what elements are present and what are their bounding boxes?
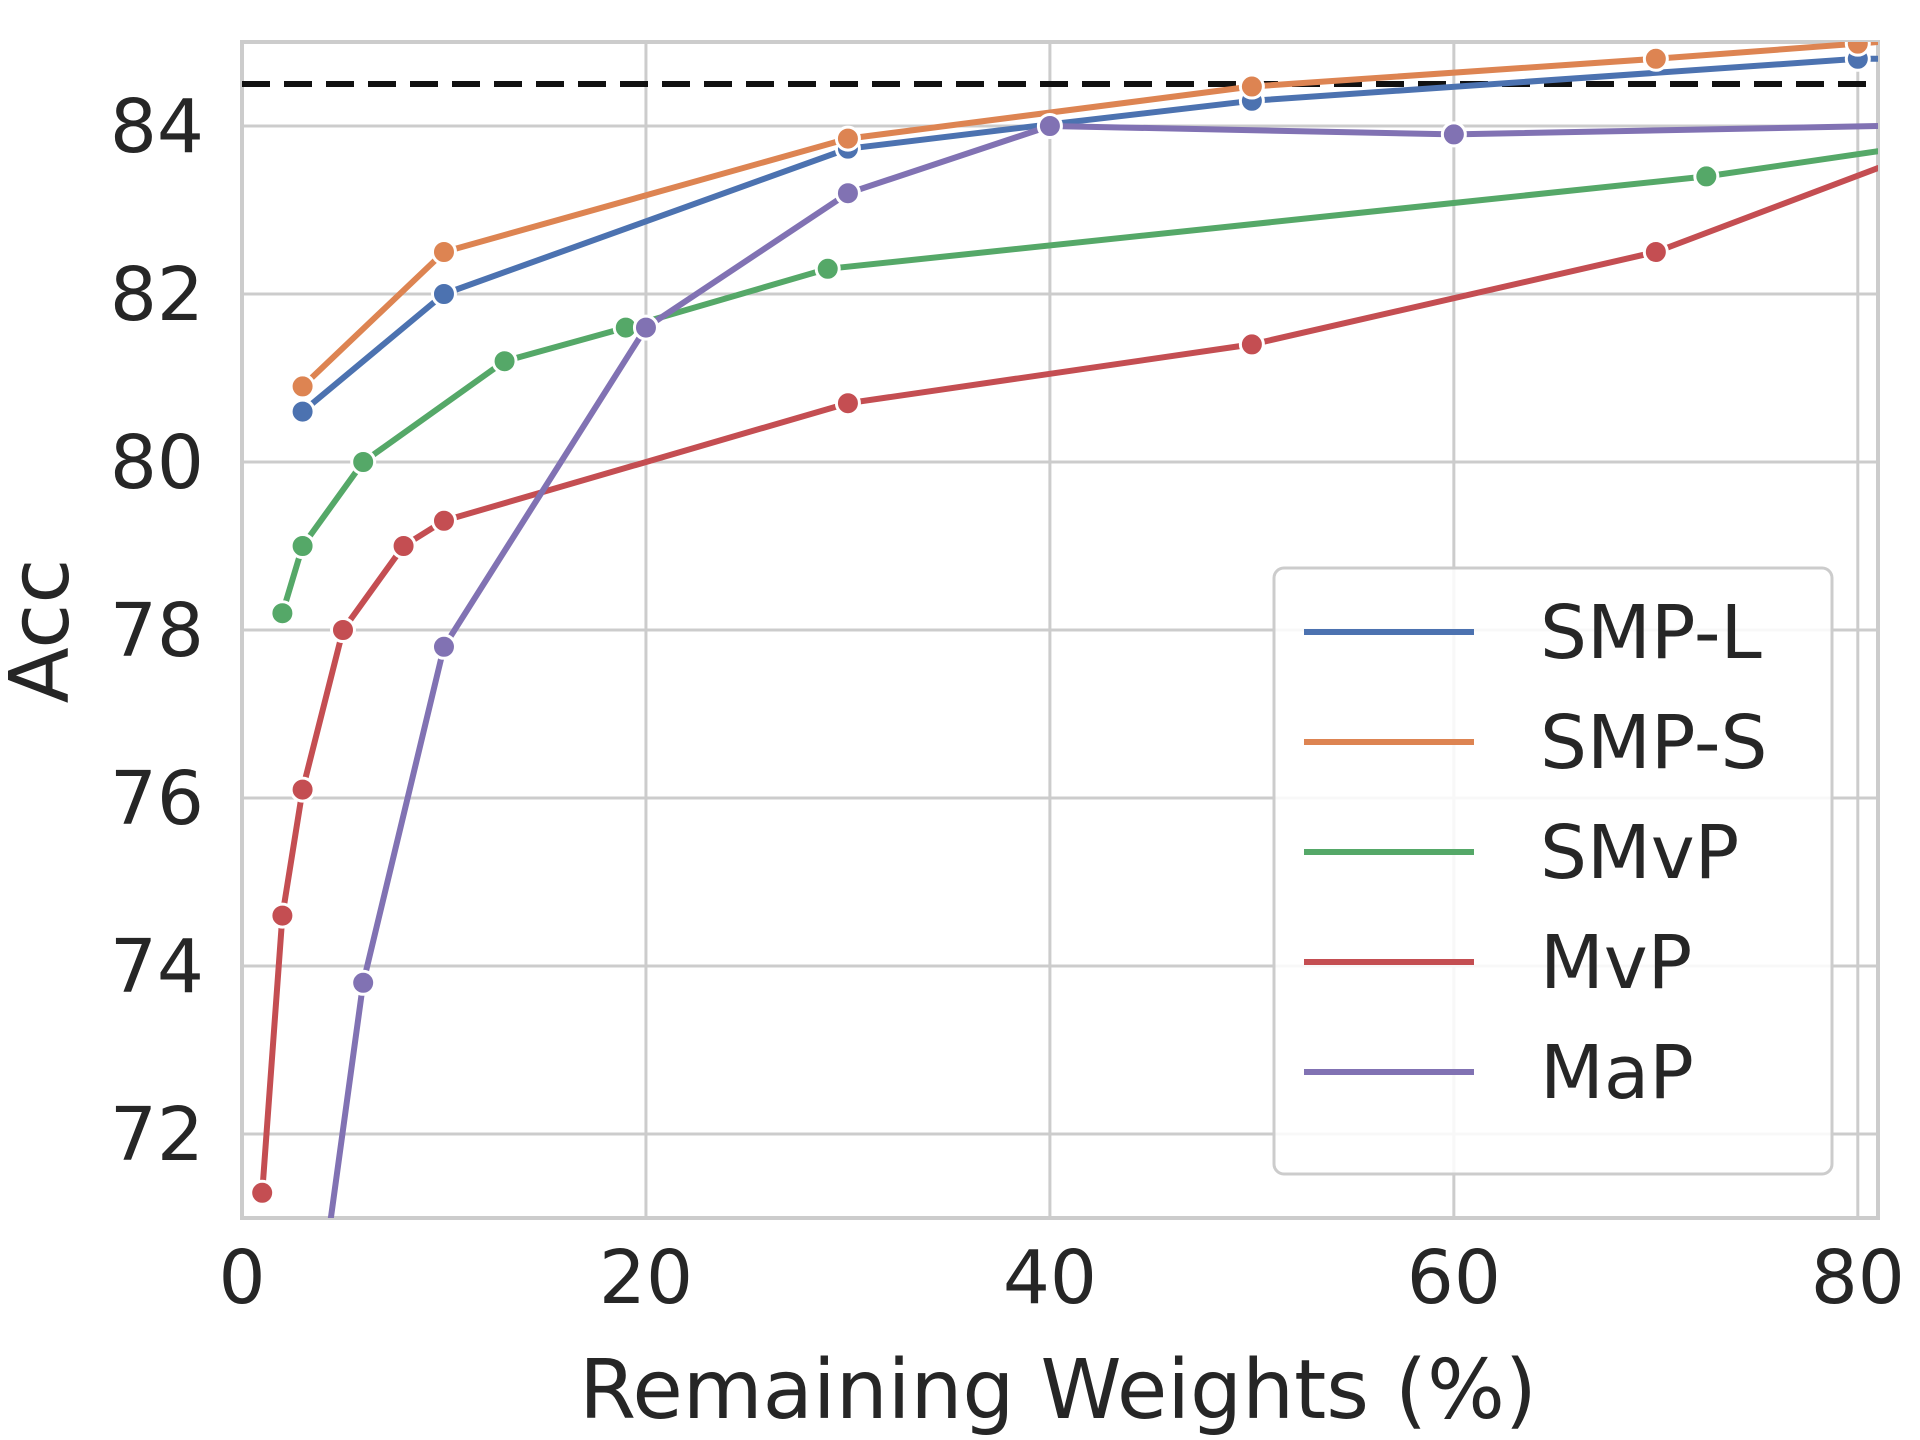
x-tick-label: 40 [1003, 1235, 1097, 1321]
y-axis-label: Acc [0, 559, 88, 704]
legend-label: SMP-S [1540, 700, 1768, 786]
series-smp-s [289, 42, 1878, 400]
series-line [279, 148, 1878, 617]
data-point [834, 125, 861, 152]
data-point [350, 449, 377, 475]
data-point [1238, 331, 1265, 358]
series-line [327, 123, 1878, 1218]
data-point [249, 1179, 276, 1206]
series-smvp [269, 148, 1878, 627]
legend-label: SMvP [1540, 810, 1739, 896]
data-point [834, 180, 861, 207]
y-tick-label: 74 [110, 924, 204, 1010]
data-point [1844, 42, 1871, 57]
grid [240, 42, 1878, 1218]
data-point [430, 507, 457, 534]
data-point [1440, 121, 1467, 148]
x-tick-label: 60 [1407, 1235, 1501, 1321]
series-group [249, 42, 1878, 1218]
data-point [430, 633, 457, 660]
data-point [269, 600, 296, 627]
data-point [1036, 113, 1063, 139]
data-point [350, 969, 377, 996]
plot-frame [240, 40, 1880, 1220]
data-point [269, 902, 296, 929]
data-point [1642, 45, 1669, 72]
data-point [289, 776, 316, 803]
y-tick-label: 80 [110, 420, 204, 506]
y-tick-label: 82 [110, 252, 204, 338]
legend-label: MaP [1540, 1030, 1694, 1116]
data-point [289, 533, 316, 559]
plot-border [240, 40, 1880, 1220]
legend-label: MvP [1540, 920, 1692, 1006]
x-tick-label: 20 [599, 1235, 693, 1321]
data-point [632, 314, 659, 341]
data-point [491, 348, 518, 375]
data-point [834, 390, 861, 417]
x-tick-label: 0 [218, 1235, 265, 1321]
data-point [1238, 73, 1265, 100]
y-tick-label: 84 [110, 84, 204, 170]
y-tick-label: 72 [110, 1092, 204, 1178]
data-point [430, 281, 457, 307]
data-point [289, 373, 316, 400]
series-map [327, 113, 1878, 1218]
data-point [289, 398, 316, 425]
legend-box [1272, 566, 1834, 1176]
y-tick-label: 78 [110, 588, 204, 674]
x-tick-label: 80 [1811, 1235, 1905, 1321]
legend: SMP-L SMP-S SMvP MvP MaP [1272, 566, 1834, 1176]
tick-labels: 0 20 40 60 80 72 74 76 78 80 82 84 [110, 84, 1905, 1321]
data-point [390, 533, 417, 559]
x-axis-label: Remaining Weights (%) [579, 1343, 1537, 1438]
legend-label: SMP-L [1540, 590, 1762, 676]
y-tick-label: 76 [110, 756, 204, 842]
data-point [430, 239, 457, 265]
series-line [299, 42, 1878, 390]
series-line [299, 55, 1878, 415]
data-point [1642, 239, 1669, 265]
data-point [1693, 163, 1720, 190]
data-point [329, 617, 356, 643]
series-mvp [249, 165, 1878, 1206]
data-point [814, 255, 841, 282]
series-line [259, 165, 1878, 1196]
